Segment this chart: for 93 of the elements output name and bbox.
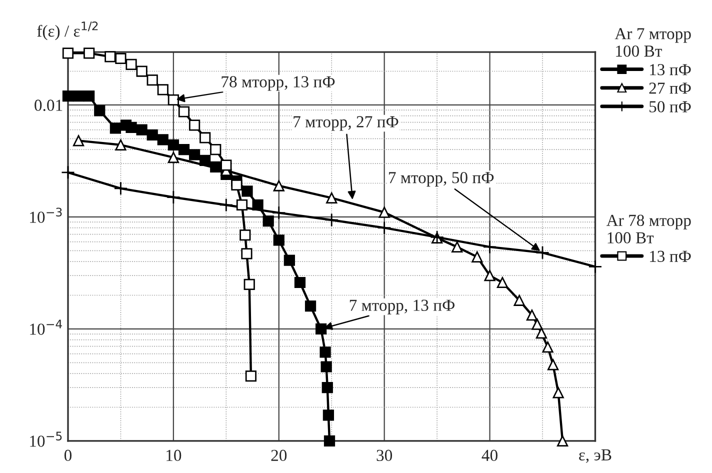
point (316, 323, 327, 335)
point (62, 90, 74, 102)
point (157, 84, 168, 96)
point (210, 144, 222, 156)
point (178, 144, 190, 156)
point (294, 276, 306, 288)
point (188, 149, 200, 160)
point (272, 206, 286, 220)
point (136, 66, 148, 77)
y-axis-title: f(ε) / ε$^{1/2}$ (37, 22, 98, 40)
point (219, 198, 234, 212)
point (482, 240, 497, 254)
point (514, 294, 525, 306)
point (168, 94, 179, 106)
point (322, 382, 333, 394)
point (320, 346, 331, 358)
point (273, 180, 284, 192)
point (62, 48, 74, 59)
point (324, 213, 339, 227)
point (526, 310, 538, 321)
point (146, 129, 158, 141)
point (168, 152, 179, 164)
point (166, 190, 180, 204)
point (126, 122, 137, 134)
legend-label: 13 пФ (650, 250, 691, 262)
point (178, 106, 190, 118)
legend-title: Ar 7 мторр 100 Вт (614, 28, 691, 57)
point (200, 132, 211, 144)
x-axis-title: ε, эВ (579, 449, 612, 463)
point (542, 341, 554, 353)
legend-label: 13 пФ (650, 64, 691, 76)
point (377, 220, 392, 235)
point (472, 251, 483, 262)
point (240, 229, 251, 241)
point (126, 58, 137, 70)
x-tick-label: 30 (376, 450, 392, 462)
annotation: 7 мторр, 50 пФ (389, 172, 494, 187)
point (536, 246, 550, 260)
point (484, 270, 496, 282)
annotation: 78 мторр, 13 пФ (222, 76, 335, 91)
point (324, 435, 336, 447)
point (326, 192, 338, 204)
point (244, 278, 255, 290)
point (136, 124, 148, 136)
y-tick-label: 10$^{−4}$ (30, 320, 62, 335)
point (220, 160, 232, 171)
annotation: 7 мторр, 13 пФ (350, 300, 455, 314)
point (322, 410, 334, 421)
point (188, 120, 200, 131)
point (61, 165, 75, 180)
point (320, 361, 332, 372)
legend-label: 50 пФ (650, 101, 691, 112)
annotation: 7 мторр, 27 пФ (294, 116, 398, 131)
point (157, 134, 168, 146)
point (284, 254, 295, 266)
point (115, 52, 126, 64)
point (236, 199, 248, 211)
point (556, 435, 568, 447)
x-tick-label: 40 (482, 450, 498, 462)
point (547, 359, 559, 370)
point (114, 181, 128, 196)
point (452, 241, 463, 253)
point (304, 300, 316, 312)
point (532, 318, 543, 330)
point (84, 90, 95, 102)
point (94, 105, 106, 116)
x-tick-label: 20 (271, 450, 287, 462)
point (146, 74, 158, 86)
text: Ar 78 мторр 100 Вт (606, 214, 691, 244)
point (168, 139, 179, 150)
y-tick-label: 10$^{−5}$ (30, 432, 62, 447)
x-tick-label: 10 (166, 450, 182, 462)
point (378, 206, 390, 218)
point (84, 48, 95, 59)
point (241, 248, 252, 260)
point (536, 327, 548, 339)
point (245, 370, 257, 382)
point (104, 51, 116, 62)
point (72, 135, 84, 146)
legend-label: 27 пФ (649, 82, 691, 94)
point (273, 234, 284, 246)
y-tick-label: 10$^{−3}$ (30, 208, 62, 223)
point (115, 139, 126, 150)
point (242, 186, 253, 197)
x-tick-label: 0 (64, 450, 72, 462)
point (72, 90, 84, 102)
point (588, 260, 602, 274)
point (110, 122, 122, 134)
y-tick-label: 0.01 (34, 100, 62, 111)
point (262, 215, 274, 227)
point (552, 387, 564, 398)
point (496, 276, 508, 288)
point (231, 179, 242, 191)
